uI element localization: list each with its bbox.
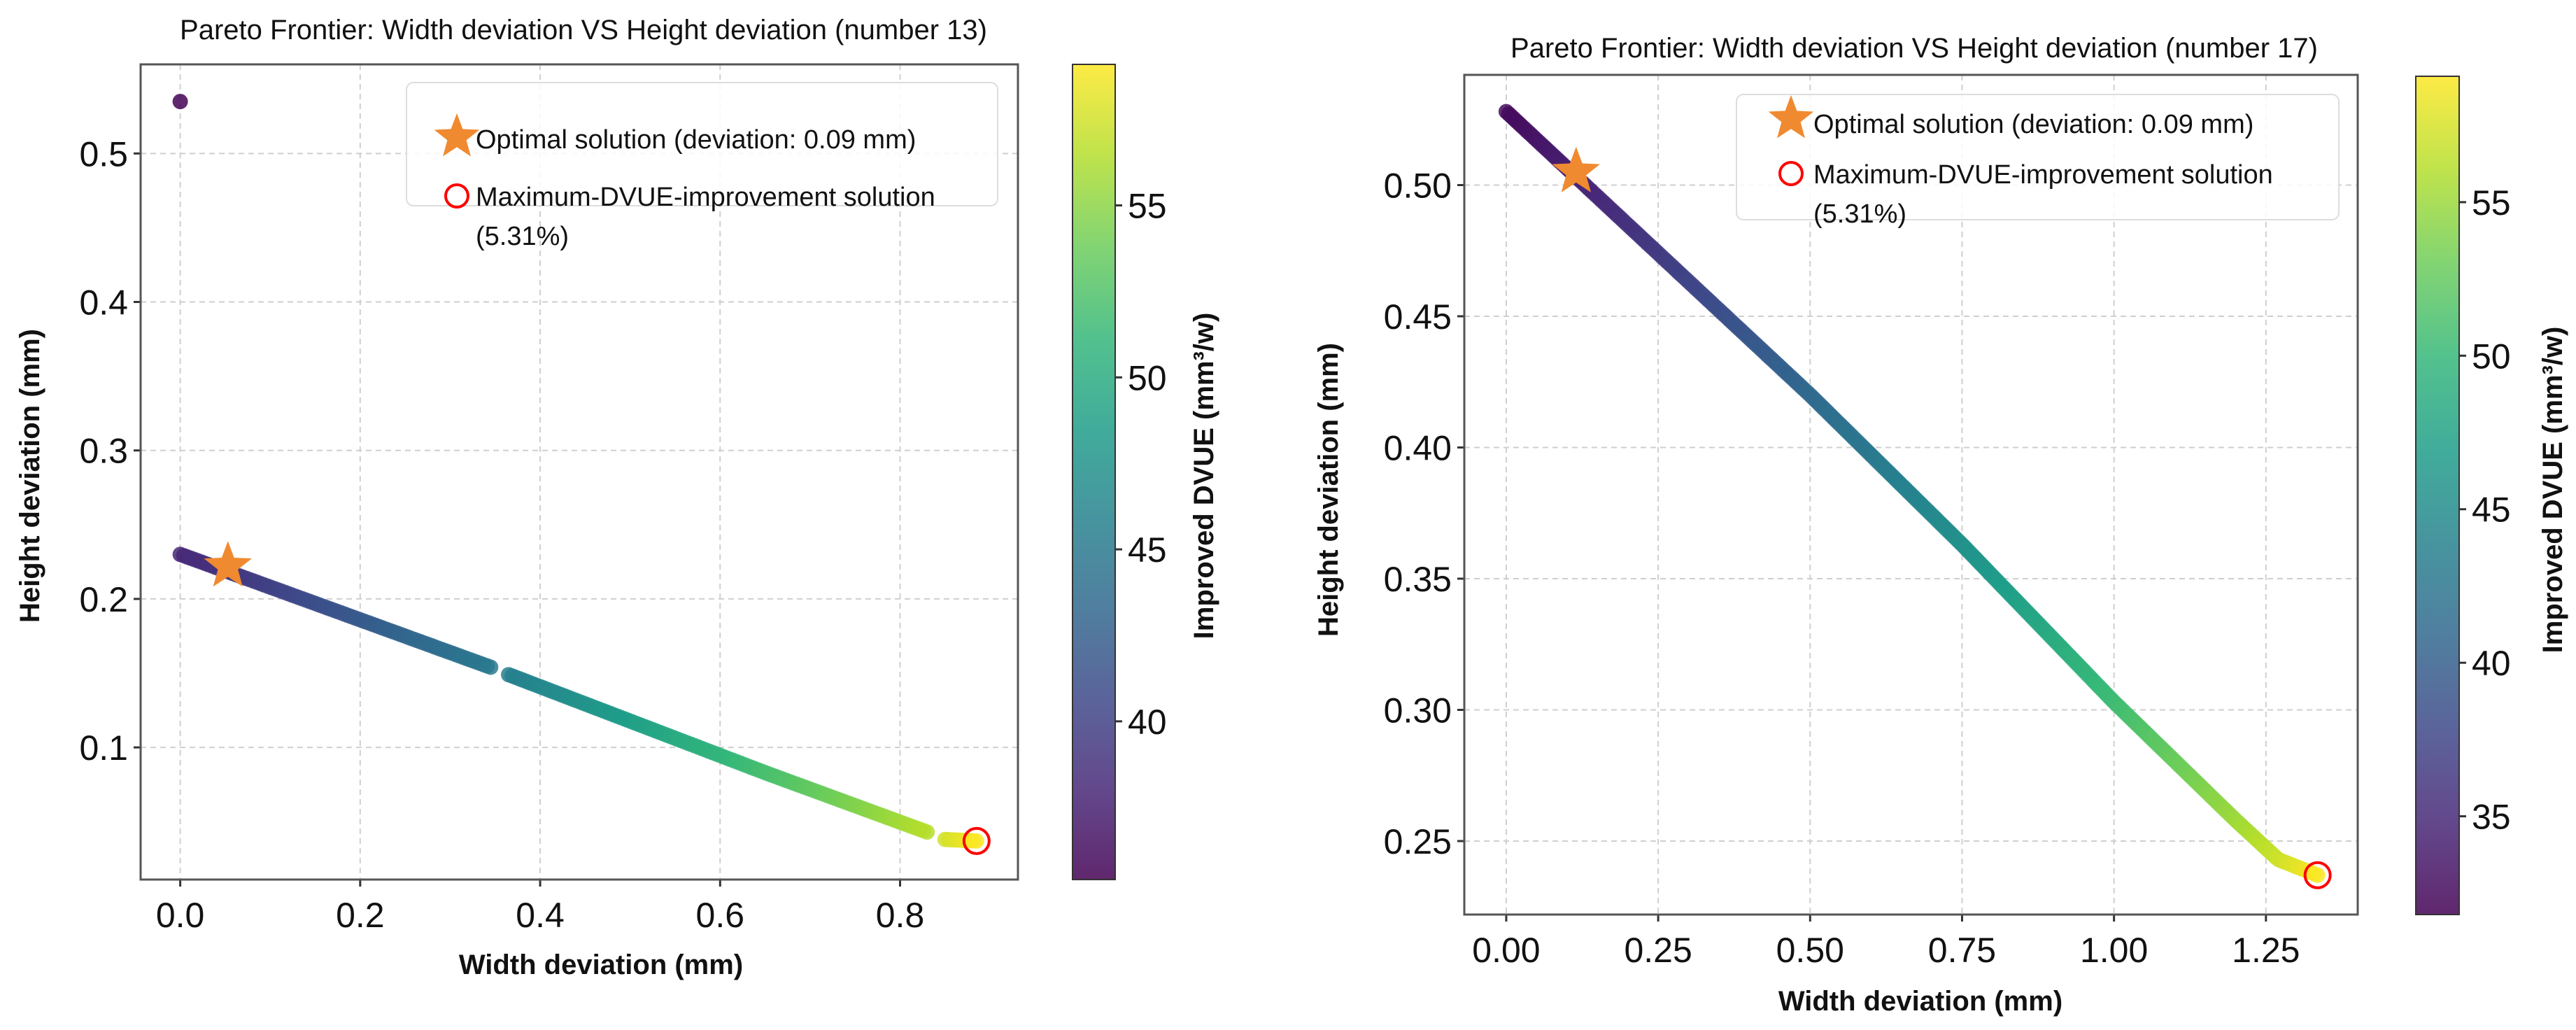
chart-title: Pareto Frontier: Width deviation VS Heig…	[1510, 33, 2318, 64]
x-axis-label: Width deviation (mm)	[459, 950, 743, 980]
x-tick-label: 1.00	[2080, 931, 2148, 970]
y-tick-label: 0.1	[79, 728, 128, 768]
colorbar-tick-label: 50	[1128, 358, 1167, 397]
x-tick-label: 0.75	[1928, 931, 1996, 970]
x-tick-label: 1.25	[2232, 931, 2300, 970]
colorbar	[1072, 64, 1116, 880]
legend-max-dvue-label-line1: Maximum-DVUE-improvement solution	[476, 183, 935, 212]
data-point	[172, 94, 188, 110]
axes-frame	[1463, 73, 2359, 916]
y-tick-label: 0.5	[79, 134, 128, 174]
legend-optimal-label: Optimal solution (deviation: 0.09 mm)	[476, 125, 916, 155]
x-tick-label: 0.4	[516, 896, 565, 935]
y-tick-label: 0.50	[1384, 167, 1452, 206]
y-tick-label: 0.35	[1384, 560, 1452, 599]
y-tick-label: 0.4	[79, 283, 128, 323]
y-tick-label: 0.25	[1384, 822, 1452, 861]
y-axis-label: Height deviation (mm)	[1313, 343, 1344, 637]
chart-number-13: Pareto Frontier: Width deviation VS Heig…	[15, 15, 1219, 980]
legend-circle-icon	[444, 183, 469, 209]
y-tick-label: 0.45	[1384, 297, 1452, 337]
x-tick-label: 0.00	[1472, 931, 1540, 970]
x-tick-label: 0.50	[1776, 931, 1844, 970]
y-axis-label: Height deviation (mm)	[15, 329, 45, 623]
y-tick-label: 0.3	[79, 432, 128, 471]
legend-box	[1736, 94, 2340, 220]
y-tick-label: 0.2	[79, 580, 128, 619]
data-point	[919, 824, 935, 840]
colorbar-tick-label: 50	[2472, 337, 2511, 376]
x-axis-label: Width deviation (mm)	[1778, 986, 2062, 1017]
legend-optimal-label: Optimal solution (deviation: 0.09 mm)	[1813, 110, 2253, 139]
optimal-solution-star-icon	[1552, 146, 1601, 192]
x-tick-label: 0.8	[876, 896, 925, 935]
data-point	[2309, 867, 2326, 883]
x-tick-label: 0.25	[1624, 931, 1692, 970]
axes-frame	[139, 63, 1019, 881]
colorbar-tick-label: 35	[2472, 798, 2511, 837]
legend-star-icon	[1768, 95, 1814, 139]
chart-title: Pareto Frontier: Width deviation VS Heig…	[180, 15, 987, 45]
y-tick-label: 0.30	[1384, 691, 1452, 731]
colorbar	[2415, 76, 2460, 915]
max-dvue-solution-circle-icon	[2303, 861, 2332, 889]
legend-box	[406, 82, 998, 206]
legend-star-icon	[434, 113, 480, 157]
colorbar-tick-label: 45	[1128, 530, 1167, 570]
x-tick-label: 0.0	[156, 896, 205, 935]
plot-area	[1457, 73, 2359, 922]
chart-number-17: Pareto Frontier: Width deviation VS Heig…	[1313, 33, 2568, 1017]
legend-max-dvue-label-line2: (5.31%)	[1813, 199, 1906, 229]
colorbar-label: Improved DVUE (mm³/w)	[2538, 327, 2568, 654]
optimal-solution-star-icon	[204, 541, 252, 587]
colorbar-tick-label: 40	[1128, 703, 1167, 742]
x-tick-label: 0.6	[696, 896, 745, 935]
legend-circle-icon	[1778, 161, 1804, 186]
legend-max-dvue-label-line2: (5.31%)	[476, 222, 569, 251]
colorbar-tick-label: 55	[2472, 183, 2511, 223]
y-tick-label: 0.40	[1384, 429, 1452, 468]
data-point	[968, 833, 984, 849]
x-tick-label: 0.2	[336, 896, 385, 935]
colorbar-tick-label: 40	[2472, 644, 2511, 683]
data-point	[483, 659, 499, 675]
colorbar-tick-label: 45	[2472, 491, 2511, 530]
plot-area	[134, 63, 1019, 887]
colorbar-tick-label: 55	[1128, 187, 1167, 226]
max-dvue-solution-circle-icon	[962, 826, 991, 855]
colorbar-label: Improved DVUE (mm³/w)	[1189, 313, 1219, 640]
legend-max-dvue-label-line1: Maximum-DVUE-improvement solution	[1813, 160, 2273, 190]
